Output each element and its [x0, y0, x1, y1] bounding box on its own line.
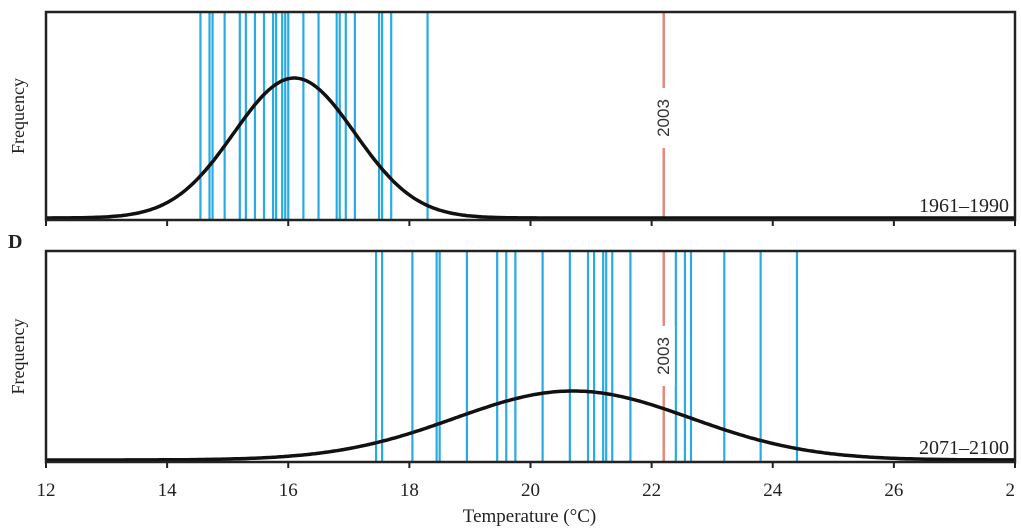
- panel-frame-2071-2100: [44, 249, 1017, 464]
- x-tick-label: 16: [279, 480, 298, 501]
- x-tick-label: 18: [400, 480, 419, 501]
- x-axis-label: Temperature (°C): [463, 506, 596, 527]
- distribution-curve-1961-1990: [46, 76, 1015, 220]
- observed-lines-2071-2100: [374, 251, 799, 462]
- panel-1961-1990: 2003 Frequency 1961–1990: [8, 10, 1017, 222]
- x-tick-label: 20: [521, 480, 540, 501]
- reference-label-2003: 2003: [654, 99, 673, 137]
- reference-label-2003: 2003: [654, 337, 673, 375]
- x-tick-label: 12: [37, 480, 56, 501]
- panel-letter-bottom: D: [8, 231, 22, 253]
- x-tick-label: 14: [158, 480, 178, 501]
- y-axis-label-top: Frequency: [8, 78, 28, 154]
- y-axis-label-bottom: Frequency: [8, 319, 28, 395]
- period-label-2071-2100: 2071–2100: [919, 437, 1009, 459]
- x-axis-ticks: 12 14 16 18 20 22 24 26 2: [37, 220, 1016, 501]
- panel-frame-1961-1990: [44, 10, 1017, 222]
- x-tick-label: 24: [763, 480, 783, 501]
- x-tick-label: 2: [1006, 480, 1016, 501]
- reference-label-bg: [652, 88, 675, 148]
- distribution-curve-2071-2100: [46, 389, 1015, 462]
- reference-label-bg: [652, 326, 675, 386]
- reference-2003-group-bottom: 2003: [652, 251, 675, 462]
- reference-2003-group: 2003: [652, 12, 675, 220]
- x-tick-label: 22: [642, 480, 661, 501]
- x-tick-label: 26: [884, 480, 903, 501]
- period-label-1961-1990: 1961–1990: [919, 195, 1009, 217]
- panel-2071-2100: 2003 Frequency 2071–2100 D: [8, 231, 1017, 464]
- observed-lines-1961-1990: [199, 12, 429, 220]
